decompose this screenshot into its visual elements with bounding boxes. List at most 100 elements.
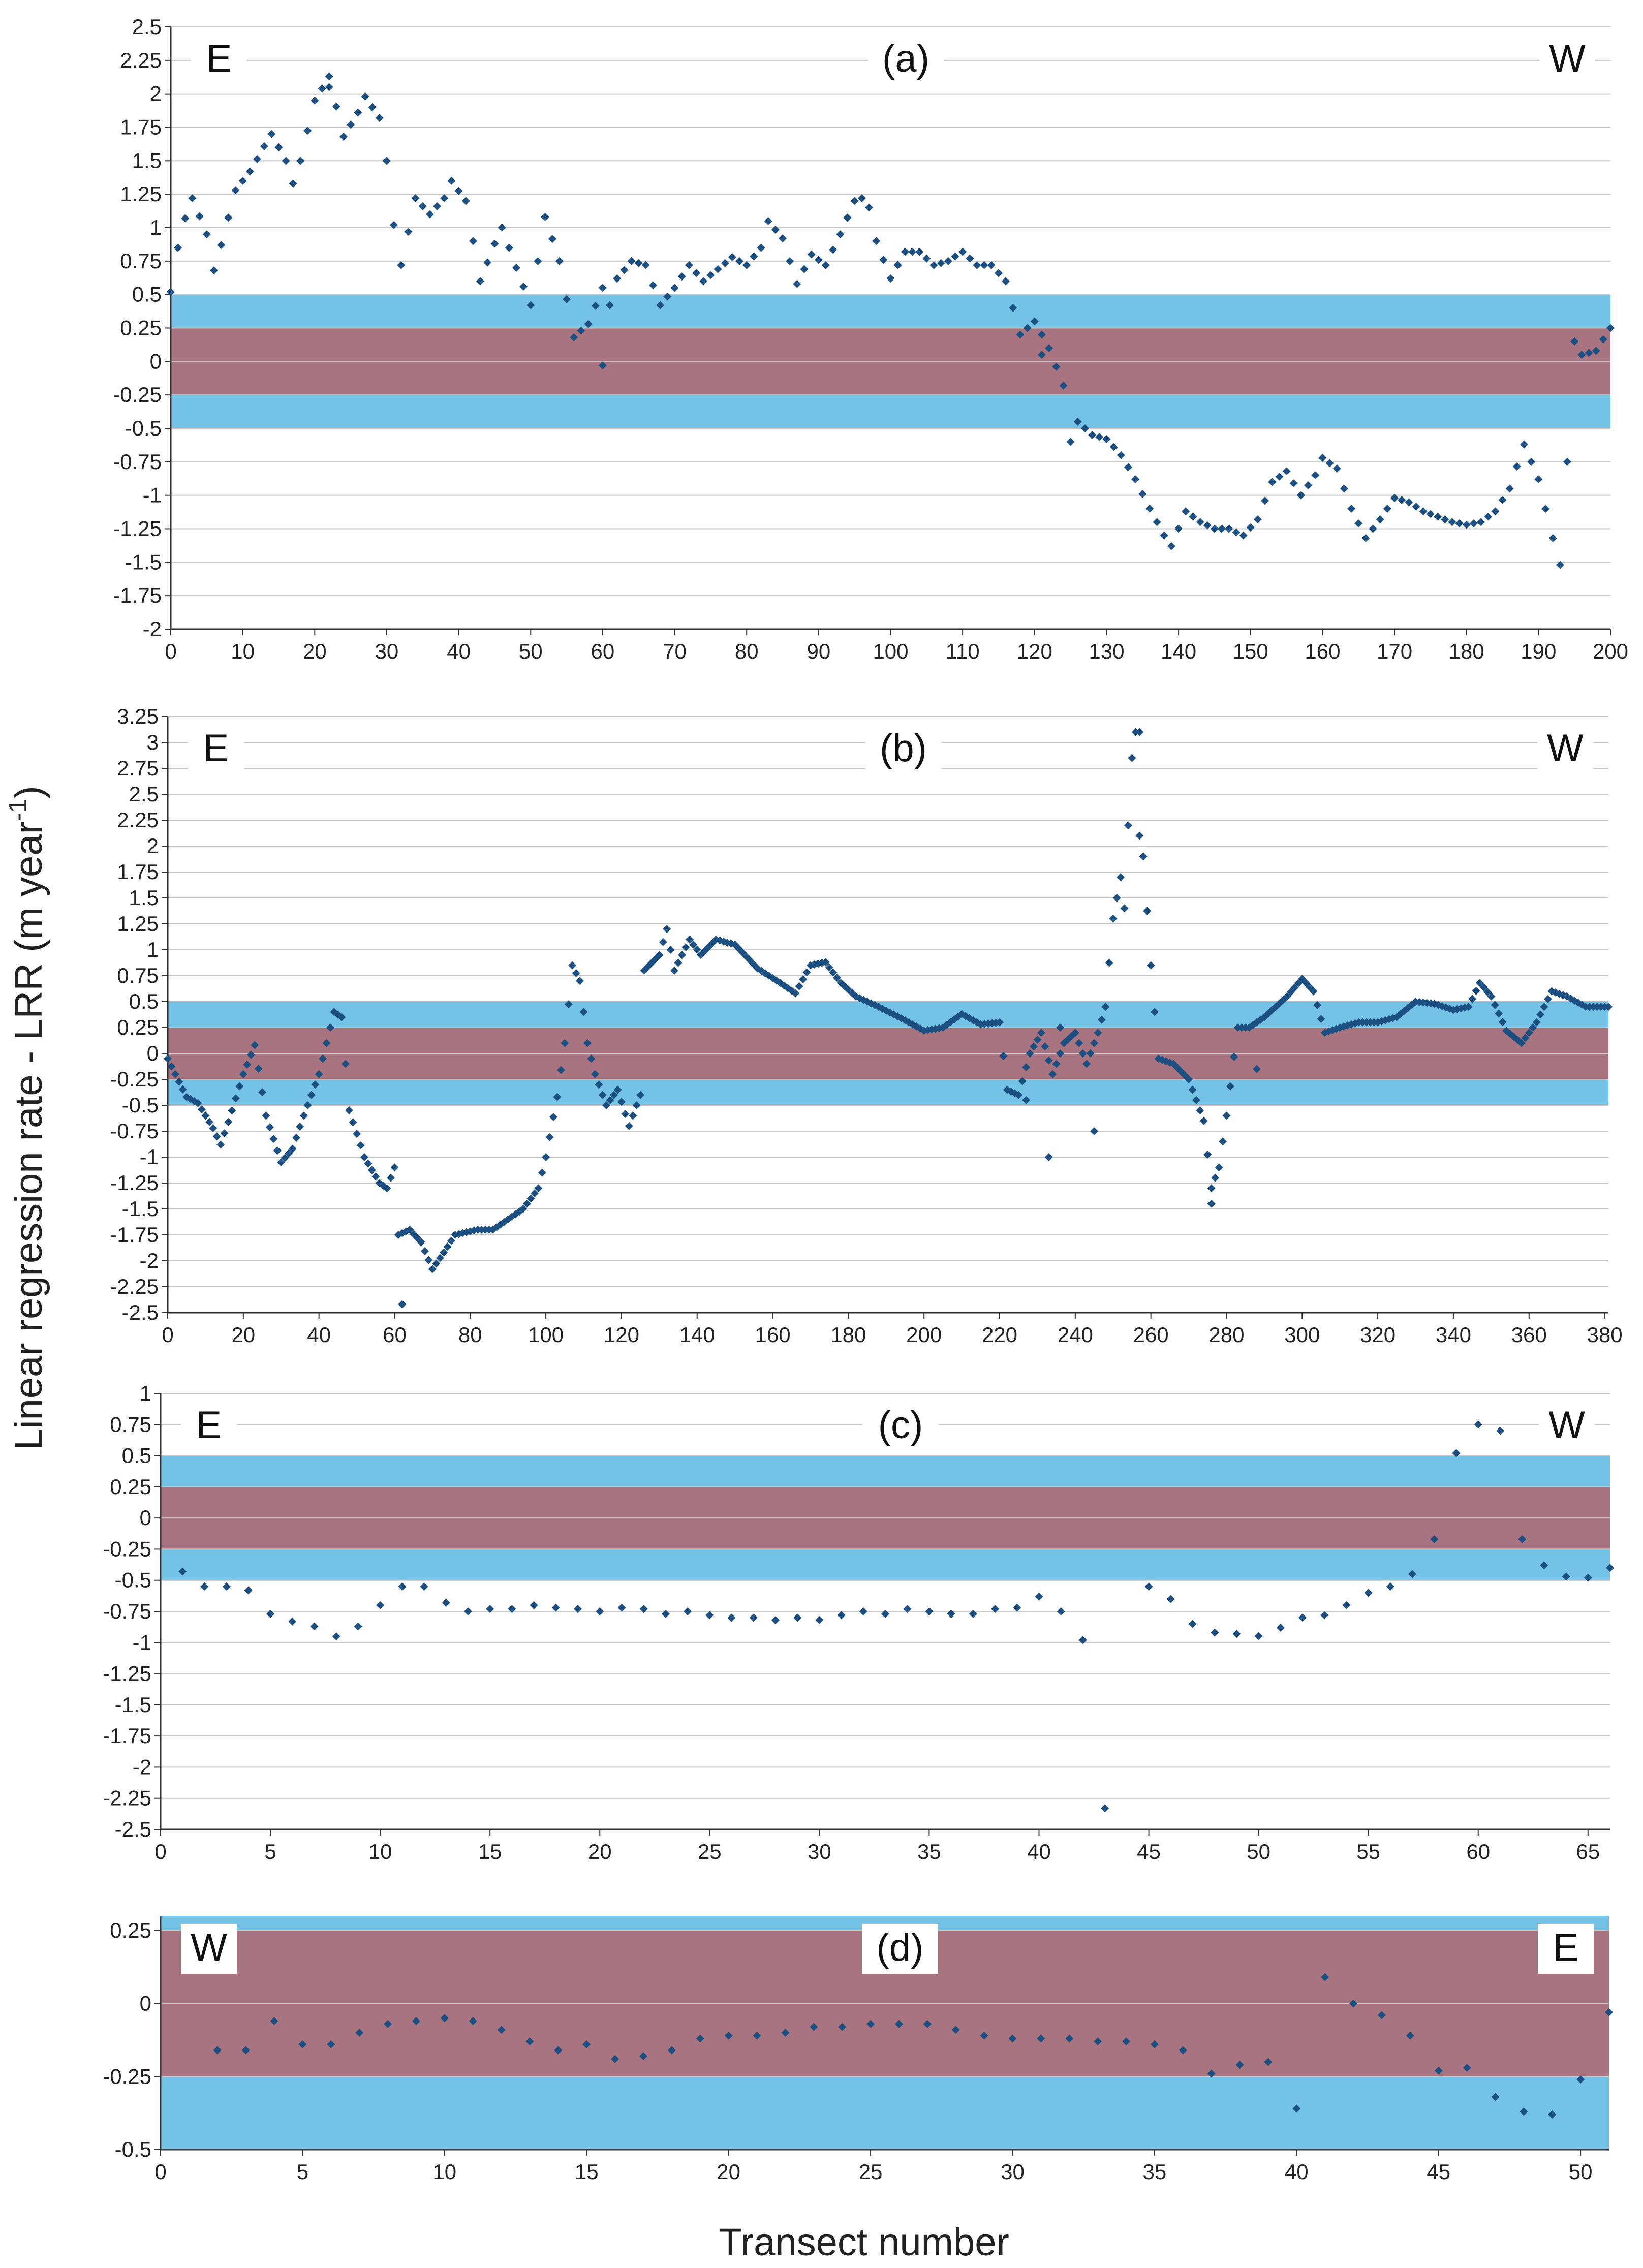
data-point <box>1179 2046 1187 2055</box>
data-point <box>398 1300 407 1309</box>
panel-label: (d) <box>877 1926 924 1969</box>
data-point <box>1166 1595 1175 1603</box>
data-point <box>1185 1075 1193 1083</box>
x-tick-label: 0 <box>162 1323 173 1347</box>
data-point <box>299 1111 308 1120</box>
y-tick-label: 0.5 <box>129 989 159 1013</box>
data-point <box>1029 1042 1038 1051</box>
data-point <box>526 301 535 309</box>
data-point <box>1090 1127 1099 1135</box>
x-tick-label: 0 <box>154 2160 166 2184</box>
data-point <box>1529 1023 1537 1032</box>
y-tick-label: -0.25 <box>103 2064 151 2088</box>
data-point <box>1298 1613 1307 1622</box>
x-tick-label: 300 <box>1284 1323 1320 1347</box>
data-point <box>1094 1029 1102 1037</box>
data-point <box>1090 1039 1099 1047</box>
data-point <box>598 284 607 292</box>
data-point <box>1349 1999 1358 2008</box>
data-point <box>598 1091 607 1099</box>
x-tick-label: 50 <box>519 639 543 663</box>
data-point <box>530 1601 538 1609</box>
y-tick-label: -1 <box>143 483 162 507</box>
data-point <box>1048 1070 1057 1078</box>
data-point <box>222 1582 231 1591</box>
x-tick-label: 380 <box>1587 1323 1623 1347</box>
data-point <box>1434 2066 1443 2075</box>
data-point <box>1112 894 1121 902</box>
data-point <box>167 1062 176 1071</box>
data-point <box>538 1168 546 1177</box>
data-point <box>1386 1582 1394 1591</box>
data-point <box>606 1096 614 1104</box>
data-point <box>881 1609 889 1618</box>
data-point <box>1135 831 1144 840</box>
x-tick-label: 10 <box>432 2160 456 2184</box>
data-point <box>164 1054 172 1063</box>
x-axis-title: Transect number <box>719 2221 1009 2264</box>
data-point <box>706 271 715 279</box>
data-point <box>684 1607 692 1615</box>
data-point <box>577 326 585 335</box>
x-tick-label: 150 <box>1233 639 1268 663</box>
data-point <box>568 961 577 970</box>
data-point <box>505 243 513 252</box>
x-tick-label: 180 <box>1449 639 1484 663</box>
data-point <box>606 301 614 309</box>
data-point <box>288 1617 297 1626</box>
data-point <box>337 1013 346 1021</box>
x-tick-label: 120 <box>604 1323 639 1347</box>
data-point <box>793 279 801 288</box>
data-point <box>901 247 909 256</box>
data-point <box>689 940 698 949</box>
data-point <box>1548 2110 1557 2119</box>
data-point <box>1283 992 1291 1001</box>
x-tick-label: 0 <box>165 639 176 663</box>
data-point <box>228 1106 236 1115</box>
data-point <box>1232 1630 1241 1638</box>
x-tick-label: 15 <box>478 1840 502 1863</box>
data-point <box>469 237 477 245</box>
data-point <box>217 241 226 250</box>
data-point <box>621 1109 630 1118</box>
x-tick-label: 20 <box>588 1840 612 1863</box>
data-point <box>238 176 247 185</box>
data-point <box>724 2031 733 2040</box>
data-point <box>1576 2075 1585 2084</box>
y-tick-label: 1 <box>150 215 162 239</box>
y-tick-label: 0.75 <box>117 964 159 987</box>
x-tick-label: 140 <box>1161 639 1196 663</box>
data-point <box>598 361 607 370</box>
x-tick-label: 10 <box>231 639 255 663</box>
data-point <box>285 1149 293 1158</box>
data-point <box>620 265 629 274</box>
data-point <box>1071 1029 1079 1037</box>
data-point <box>1207 2069 1216 2078</box>
data-point <box>292 1133 300 1142</box>
data-point <box>1128 754 1136 762</box>
data-point <box>383 1184 391 1193</box>
x-tick-label: 30 <box>808 1840 831 1863</box>
data-point <box>1101 1003 1110 1011</box>
x-tick-label: 35 <box>917 1840 941 1863</box>
y-tick-label: 1.5 <box>132 148 162 172</box>
data-point <box>1045 344 1053 352</box>
data-point <box>1073 417 1082 426</box>
data-point <box>1364 1589 1373 1597</box>
data-point <box>542 1153 550 1161</box>
y-tick-label: -2 <box>143 617 162 641</box>
data-point <box>807 250 816 259</box>
data-point <box>355 2029 364 2037</box>
x-tick-label: 40 <box>1285 2160 1309 2184</box>
data-point <box>572 969 580 977</box>
data-point <box>428 1265 437 1273</box>
data-point <box>1222 1111 1231 1120</box>
data-point <box>793 1613 802 1622</box>
data-point <box>254 1064 263 1073</box>
data-point <box>311 1080 320 1089</box>
y-tick-label: 2.5 <box>132 15 162 39</box>
data-point <box>591 302 600 310</box>
y-tick-label: 1.5 <box>129 886 159 910</box>
y-tick-label: 0 <box>140 1992 151 2015</box>
data-point <box>771 225 780 234</box>
